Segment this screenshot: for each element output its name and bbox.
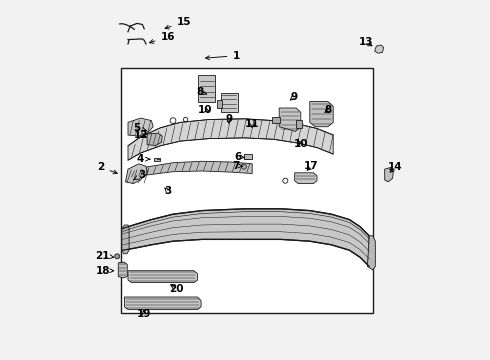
Polygon shape: [122, 209, 369, 266]
Text: 16: 16: [149, 32, 175, 43]
Polygon shape: [310, 102, 333, 127]
Text: 3: 3: [134, 170, 146, 180]
Polygon shape: [128, 271, 197, 283]
Polygon shape: [279, 108, 301, 131]
Bar: [272, 117, 280, 123]
Text: 5: 5: [133, 123, 146, 133]
Text: 15: 15: [165, 17, 191, 29]
Text: 7: 7: [232, 161, 243, 171]
Text: 12: 12: [133, 130, 148, 140]
Bar: [296, 120, 302, 128]
Text: 10: 10: [294, 139, 308, 149]
Text: 1: 1: [206, 51, 240, 61]
Text: 9: 9: [225, 114, 232, 124]
Text: 4: 4: [137, 154, 150, 164]
Bar: [220, 93, 238, 112]
Text: 19: 19: [137, 309, 151, 319]
Polygon shape: [125, 164, 147, 184]
Text: 8: 8: [324, 105, 331, 115]
Circle shape: [115, 254, 120, 259]
Polygon shape: [128, 118, 153, 136]
Text: 14: 14: [388, 162, 403, 172]
Bar: [198, 75, 216, 102]
Text: 8: 8: [196, 87, 207, 97]
Bar: [244, 154, 252, 159]
Text: 3: 3: [164, 186, 171, 196]
Bar: [153, 158, 160, 161]
Polygon shape: [294, 173, 317, 184]
Circle shape: [242, 164, 246, 169]
Polygon shape: [118, 262, 127, 278]
Text: 17: 17: [304, 161, 319, 171]
Text: 2: 2: [98, 162, 117, 174]
Bar: [121, 68, 373, 313]
Text: 18: 18: [96, 266, 114, 276]
Text: 11: 11: [245, 119, 259, 129]
Text: 13: 13: [358, 37, 373, 48]
Polygon shape: [128, 161, 252, 178]
Polygon shape: [374, 45, 384, 53]
Text: 21: 21: [96, 251, 114, 261]
Text: 6: 6: [234, 152, 245, 162]
Bar: [217, 100, 222, 108]
Text: 9: 9: [290, 92, 297, 102]
Text: 10: 10: [198, 105, 213, 115]
Text: 20: 20: [170, 284, 184, 294]
Polygon shape: [385, 167, 393, 182]
Polygon shape: [124, 297, 201, 310]
Polygon shape: [147, 133, 162, 145]
Polygon shape: [128, 119, 333, 160]
Polygon shape: [122, 225, 129, 254]
Polygon shape: [368, 236, 375, 270]
